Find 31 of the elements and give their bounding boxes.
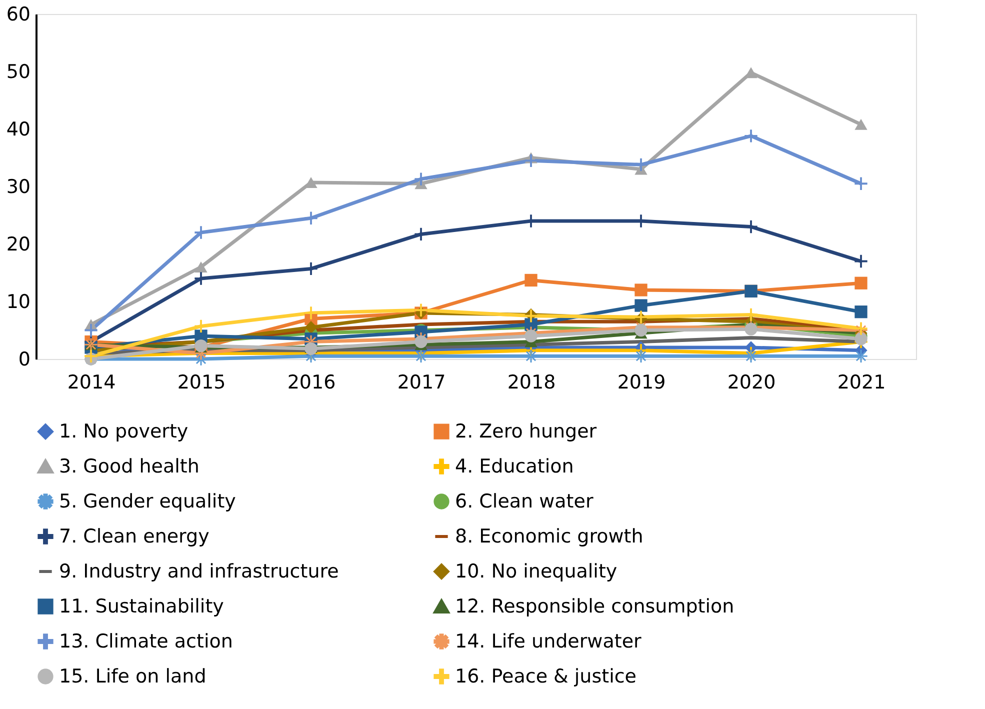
legend-label: 16. Peace & justice xyxy=(455,666,636,688)
y-tick-label: 60 xyxy=(6,4,30,26)
legend-label: 7. Clean energy xyxy=(59,526,210,548)
legend-label: 14. Life underwater xyxy=(455,630,642,652)
legend-label: 13. Climate action xyxy=(59,630,233,652)
y-tick-label: 20 xyxy=(6,234,30,256)
legend-label: 11. Sustainability xyxy=(59,596,224,618)
y-tick-label: 40 xyxy=(6,118,30,140)
legend-label: 3. Good health xyxy=(59,456,200,478)
x-tick-label: 2019 xyxy=(617,372,666,394)
y-tick-label: 10 xyxy=(6,291,30,313)
x-tick-label: 2018 xyxy=(507,372,556,394)
x-tick-label: 2015 xyxy=(177,372,226,394)
legend-label: 1. No poverty xyxy=(59,420,188,443)
y-tick-label: 30 xyxy=(6,176,30,198)
legend-label: 2. Zero hunger xyxy=(455,420,597,443)
legend-label: 9. Industry and infrastructure xyxy=(59,560,339,582)
legend-label: 8. Economic growth xyxy=(455,526,644,548)
legend-label: 4. Education xyxy=(455,456,574,478)
x-tick-label: 2020 xyxy=(727,372,776,394)
y-tick-label: 50 xyxy=(6,61,30,83)
x-tick-label: 2021 xyxy=(837,372,886,394)
x-tick-label: 2014 xyxy=(67,372,116,394)
legend-label: 10. No inequality xyxy=(455,560,618,582)
legend-label: 5. Gender equality xyxy=(59,490,236,512)
legend-label: 6. Clean water xyxy=(455,490,594,512)
y-tick-label: 0 xyxy=(18,348,30,370)
legend-label: 12. Responsible consumption xyxy=(455,596,734,618)
x-tick-label: 2016 xyxy=(287,372,336,394)
x-tick-label: 2017 xyxy=(397,372,446,394)
legend-label: 15. Life on land xyxy=(59,666,206,688)
